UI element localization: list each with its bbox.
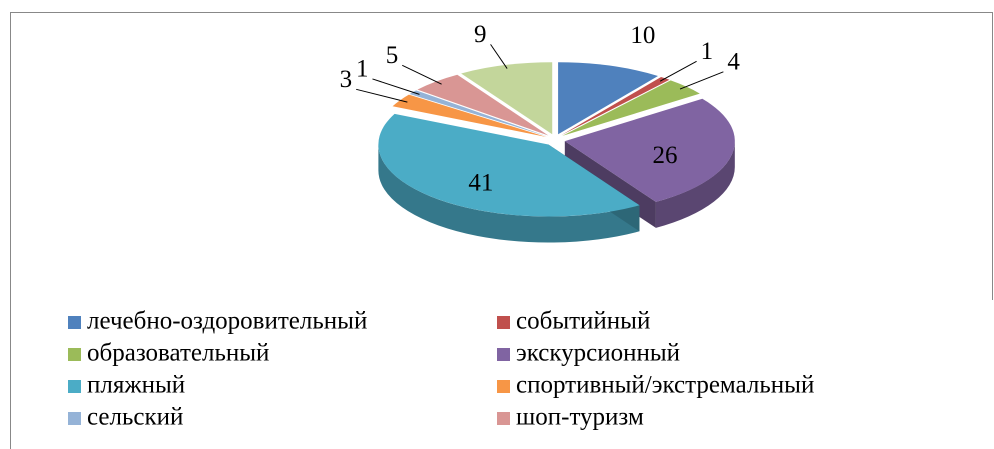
slice-side — [655, 141, 735, 228]
slice — [417, 74, 549, 136]
data-label: 4 — [727, 49, 740, 76]
legend-label: пляжный — [87, 372, 185, 399]
leader-line — [402, 64, 442, 85]
data-label: 10 — [630, 22, 655, 49]
slice-top — [409, 90, 548, 137]
leader-line — [490, 44, 508, 69]
slice-top — [392, 94, 547, 137]
data-label: 9 — [474, 21, 487, 48]
chart-frame — [10, 12, 993, 449]
legend-label: сельский — [87, 404, 183, 431]
slice-top — [561, 77, 670, 136]
slice-top — [564, 98, 735, 202]
legend-swatch — [68, 348, 81, 361]
legend-label: образовательный — [87, 340, 269, 367]
data-label: 1 — [701, 38, 714, 65]
legend-swatch — [68, 316, 81, 329]
slice — [562, 80, 700, 136]
legend-swatch — [68, 412, 81, 425]
slice — [461, 62, 553, 135]
slice-top — [562, 80, 700, 136]
data-label: 41 — [468, 170, 493, 197]
slice — [561, 77, 670, 136]
legend-swatch — [497, 316, 510, 329]
leader-line — [659, 60, 697, 82]
leader-line — [679, 71, 724, 90]
slice-top — [558, 62, 659, 135]
legend-label: событийный — [516, 308, 650, 335]
data-label: 5 — [386, 42, 399, 69]
data-label: 3 — [340, 66, 353, 93]
legend-label: шоп-туризм — [516, 404, 644, 431]
slice-top — [461, 62, 553, 135]
legend-swatch — [497, 412, 510, 425]
legend-swatch — [497, 348, 510, 361]
legend-label: экскурсионный — [516, 340, 680, 367]
leader-line — [356, 88, 408, 103]
legend-label: спортивный/экстремальный — [516, 372, 814, 399]
slice — [392, 94, 547, 137]
data-label: 1 — [356, 56, 369, 83]
slice-top — [417, 74, 549, 136]
slice-top — [378, 113, 640, 217]
slice — [378, 113, 640, 243]
slice — [558, 62, 659, 135]
data-label: 26 — [653, 142, 678, 169]
legend-swatch — [497, 380, 510, 393]
leader-line — [372, 78, 420, 95]
legend-swatch — [68, 380, 81, 393]
slice-side — [378, 144, 640, 243]
legend-label: лечебно-оздоровительный — [87, 308, 367, 335]
slice — [409, 90, 548, 137]
